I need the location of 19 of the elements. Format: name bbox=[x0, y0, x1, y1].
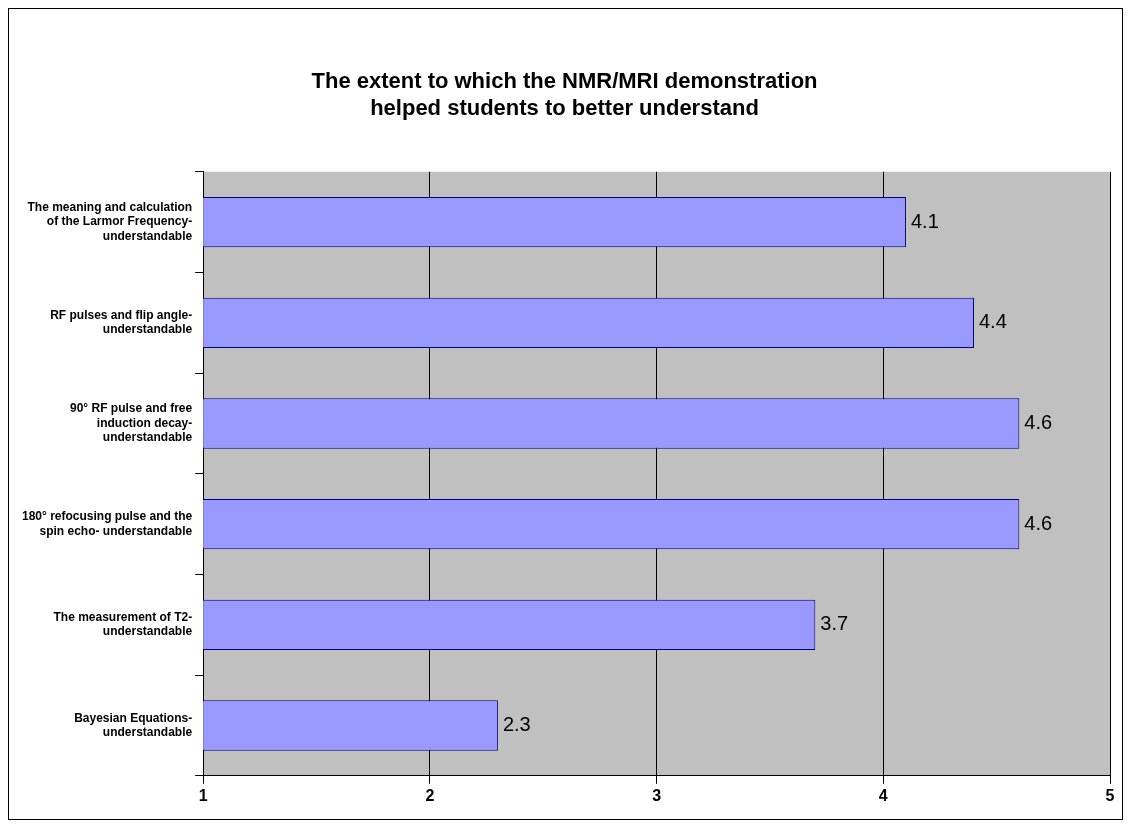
y-tick-label: RF pulses and flip angle- understandable bbox=[50, 307, 193, 337]
x-tick-label: 3 bbox=[652, 786, 662, 804]
data-label: 4.1 bbox=[910, 209, 939, 232]
text: The extent to which the NMR/MRI demonstration bbox=[311, 68, 818, 94]
text: helped students to better understand bbox=[370, 94, 759, 120]
data-label: 4.6 bbox=[1024, 511, 1053, 534]
data-label: 2.3 bbox=[502, 712, 531, 735]
y-tick-label: The measurement of T2- understandable bbox=[53, 609, 193, 639]
data-label: 4.6 bbox=[1024, 410, 1053, 433]
x-tick-label: 4 bbox=[878, 786, 888, 804]
y-tick-label: The meaning and calculation of the Larmor Frequency- understandable bbox=[27, 200, 193, 243]
y-tick-label: 90° RF pulse and free induction decay- understandable bbox=[70, 401, 193, 445]
x-tick-label: 2 bbox=[425, 786, 435, 804]
y-tick-label: 180° refocusing pulse and the spin echo- understandable bbox=[21, 509, 193, 538]
x-tick-label: 1 bbox=[198, 786, 208, 804]
x-tick-label: 5 bbox=[1105, 786, 1115, 804]
y-tick-label: Bayesian Equations- understandable bbox=[74, 710, 193, 739]
data-label: 4.4 bbox=[978, 310, 1007, 333]
data-label: 3.7 bbox=[820, 612, 849, 635]
